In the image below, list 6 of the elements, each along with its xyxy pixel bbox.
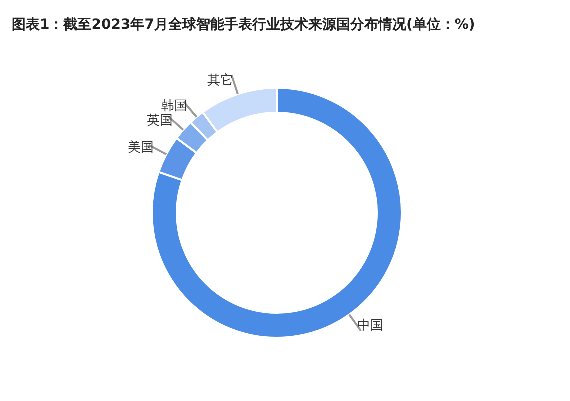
slice-label: 其它 [208, 72, 234, 88]
slice-label: 中国 [358, 318, 384, 334]
slice-label: 英国 [147, 113, 174, 128]
slice-label: 美国 [128, 139, 154, 156]
slice-label: 韩国 [162, 98, 188, 114]
chart-title: 图表1：截至2023年7月全球智能手表行业技术来源国分布情况(单位：%) [12, 16, 476, 34]
